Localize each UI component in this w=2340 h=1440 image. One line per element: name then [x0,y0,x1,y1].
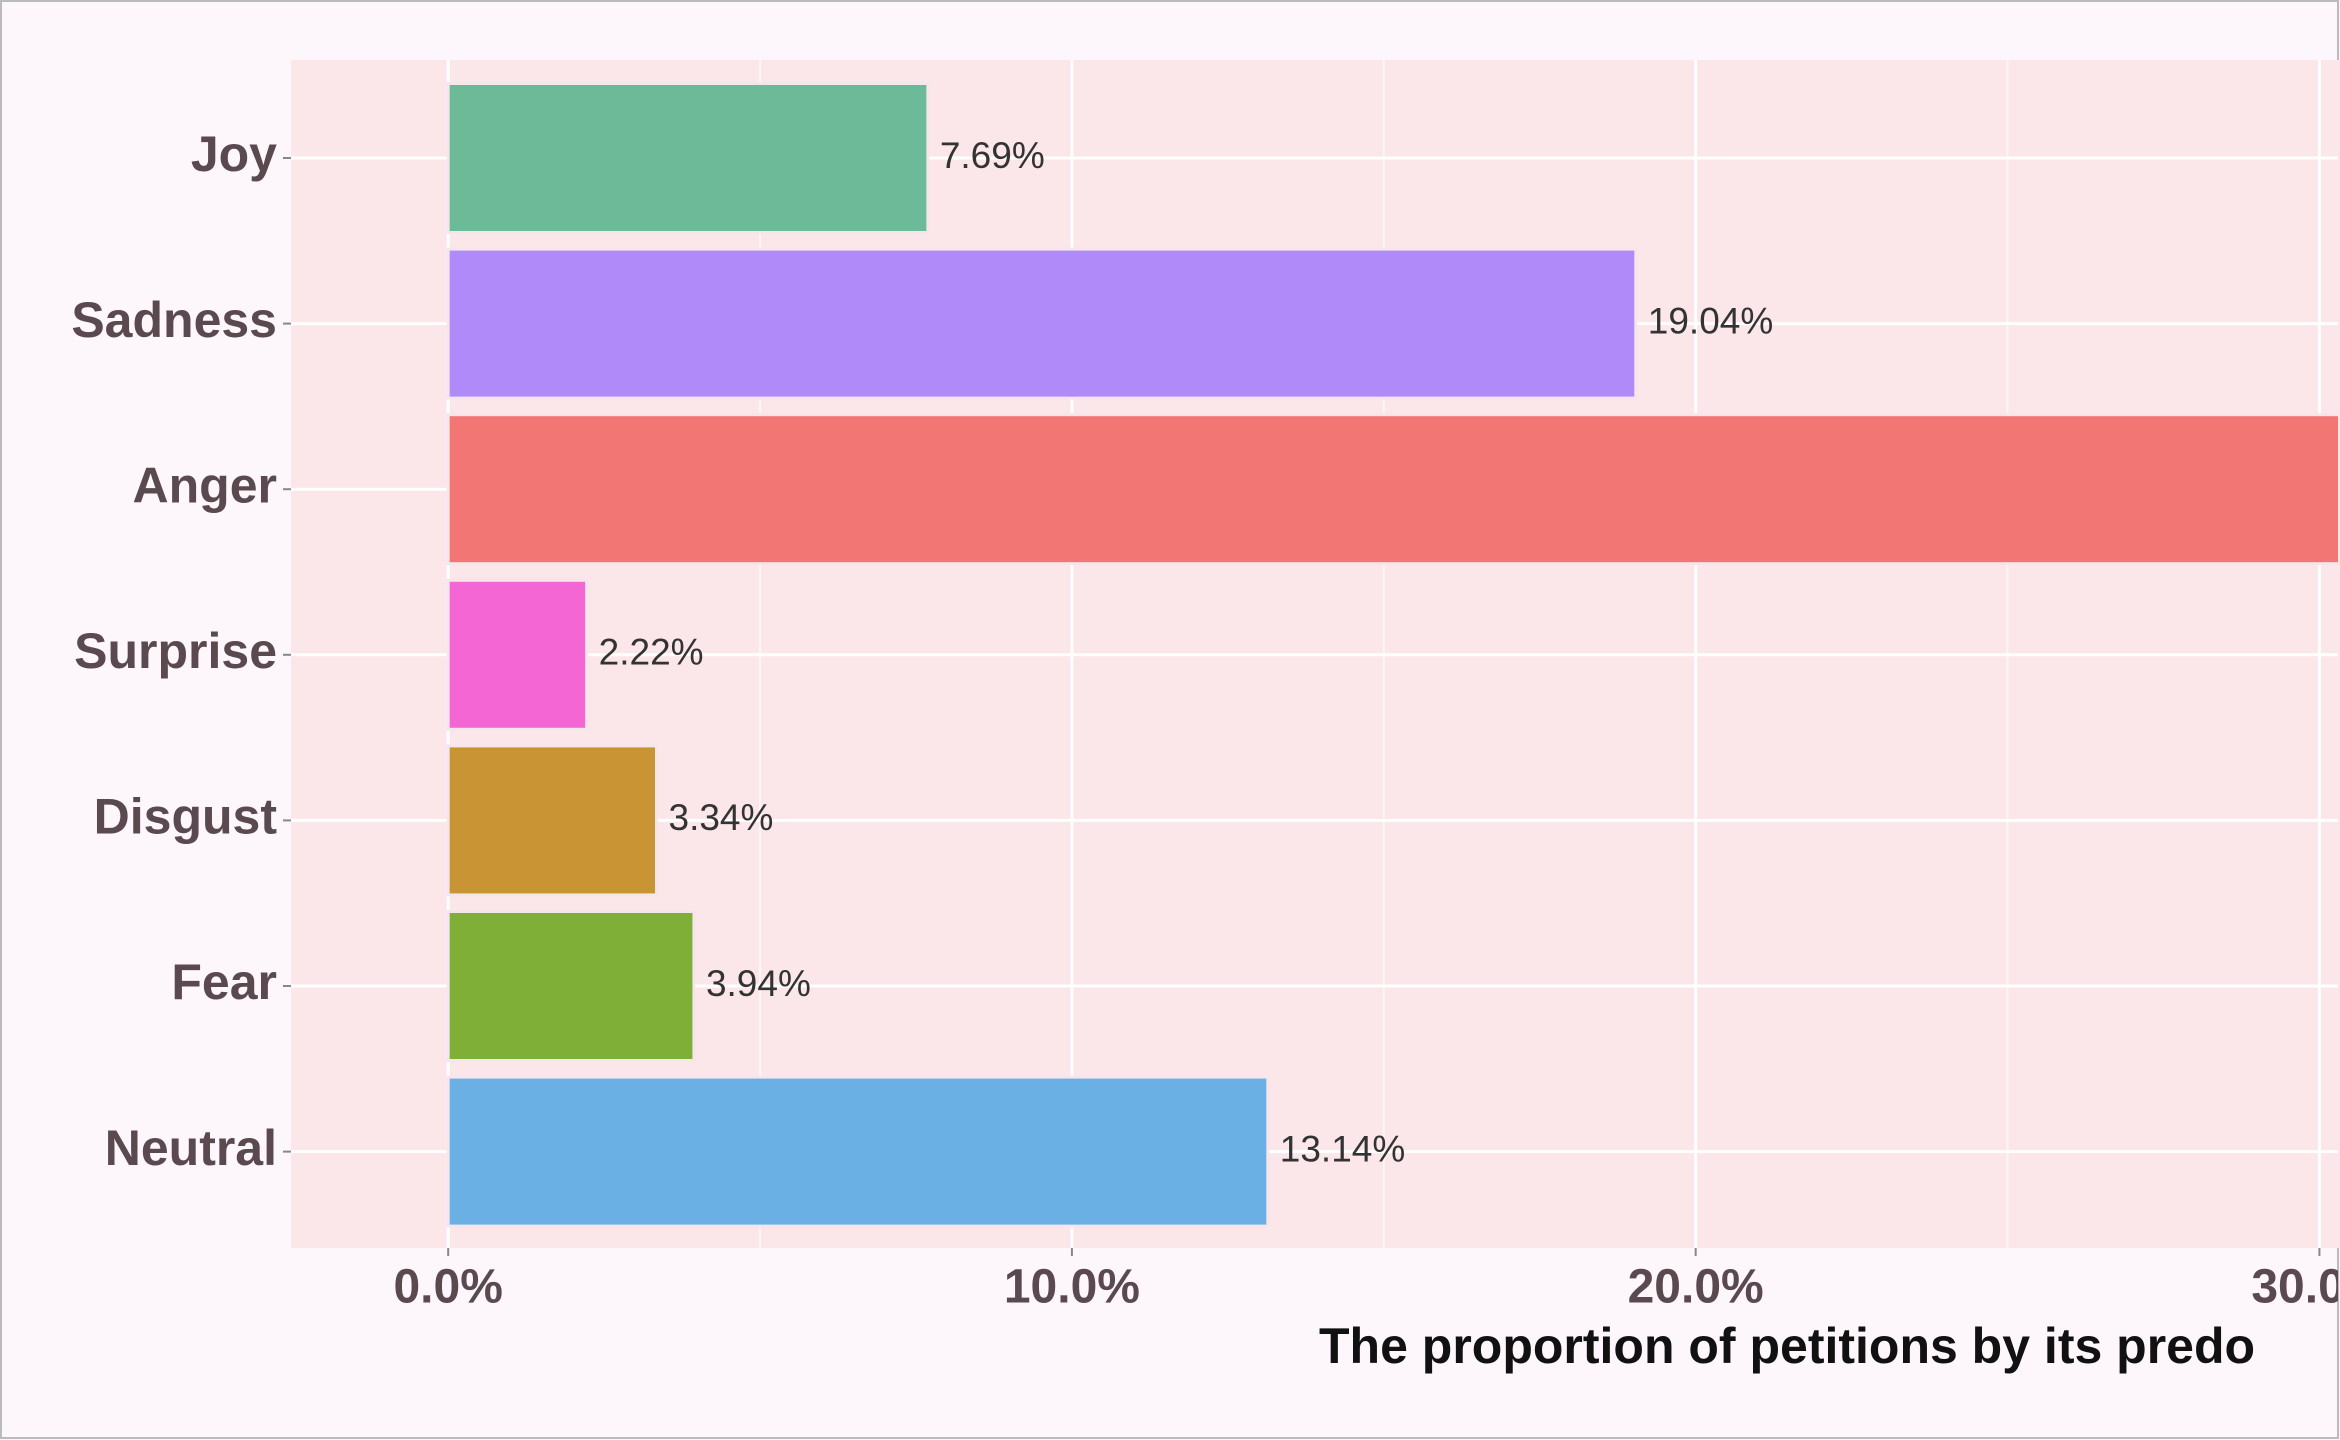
value-label: 13.14% [1280,1128,1406,1169]
y-tick-label: Sadness [71,292,277,348]
bar [446,744,659,897]
value-label: 19.04% [1648,300,1774,341]
x-tick-label: 30.0% [2251,1261,2340,1314]
bar [446,247,1638,400]
y-tick-label: Anger [133,457,277,513]
y-tick-label: Joy [191,126,277,182]
y-tick-label: Fear [171,954,277,1010]
bar [446,1075,1270,1228]
x-tick-label: 0.0% [393,1261,502,1314]
y-tick-label: Surprise [74,623,277,679]
value-label: 2.22% [599,632,704,673]
x-tick-label: 20.0% [1628,1261,1764,1314]
value-label: 7.69% [940,135,1045,176]
x-tick-label: 10.0% [1004,1261,1140,1314]
y-tick-label: Disgust [94,789,278,845]
bar [446,82,930,234]
bar [446,910,696,1062]
bar [446,578,589,731]
bar [446,413,2338,566]
y-tick-label: Neutral [105,1120,277,1176]
value-label: 3.34% [669,797,774,838]
value-label: 3.94% [706,963,811,1004]
x-axis-title: The proportion of petitions by its predo [1319,1318,2255,1374]
